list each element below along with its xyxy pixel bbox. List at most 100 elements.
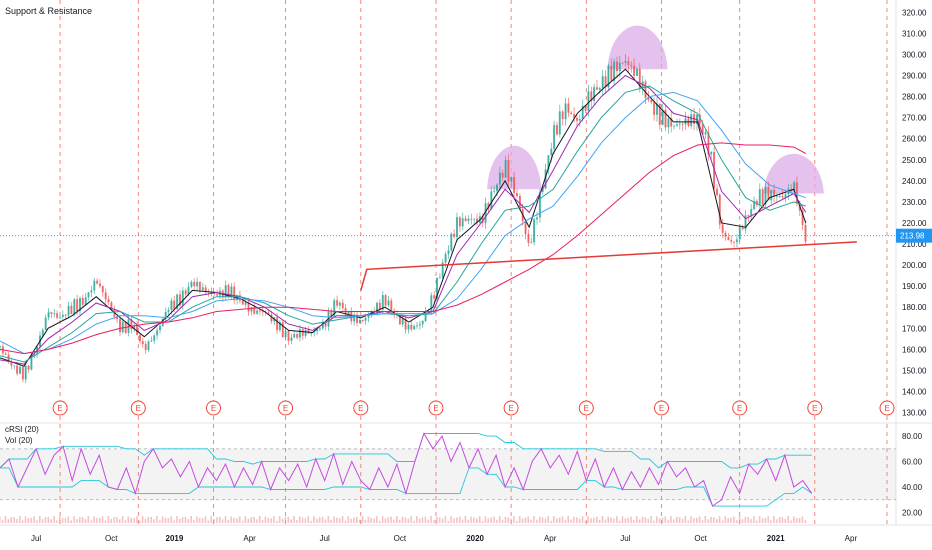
earnings-marker[interactable] xyxy=(428,400,444,416)
candle-body xyxy=(107,299,110,303)
candle-body xyxy=(601,76,604,89)
volume-bar xyxy=(593,517,595,523)
volume-bar xyxy=(156,516,158,523)
volume-bar xyxy=(670,516,672,523)
candle-body xyxy=(493,190,496,192)
earnings-marker[interactable] xyxy=(52,400,68,416)
candle-body xyxy=(378,302,381,310)
volume-bar xyxy=(513,516,515,523)
candle-body xyxy=(310,332,313,334)
candle-body xyxy=(4,353,7,355)
volume-bar xyxy=(113,517,115,523)
candle-body xyxy=(436,277,438,299)
candle-body xyxy=(484,203,487,223)
candle-body xyxy=(507,160,510,182)
earnings-marker[interactable] xyxy=(278,400,294,416)
volume-bar xyxy=(755,520,758,523)
candle-body xyxy=(541,188,544,193)
candle-body xyxy=(278,322,281,331)
volume-bar xyxy=(601,516,604,523)
moving-average-line xyxy=(0,85,806,363)
candle-body xyxy=(173,300,176,310)
volume-bar xyxy=(467,519,469,523)
price-tick-label: 290.00 xyxy=(902,72,927,81)
crsi-legend[interactable]: cRSI (20) xyxy=(5,425,39,434)
volume-bar xyxy=(273,516,275,523)
earnings-marker[interactable] xyxy=(654,400,669,416)
candle-body xyxy=(244,302,247,305)
earnings-marker[interactable] xyxy=(879,400,895,416)
candle-body xyxy=(290,337,293,341)
candle-body xyxy=(556,125,558,135)
volume-bar xyxy=(561,516,564,523)
rsi-tick-label: 80.00 xyxy=(902,432,923,441)
volume-bar xyxy=(218,516,221,523)
candle-body xyxy=(558,111,561,135)
volume-bar xyxy=(276,520,278,523)
volume-bar xyxy=(87,516,90,523)
volume-legend[interactable]: Vol (20) xyxy=(5,436,33,445)
time-tick-label: Jul xyxy=(620,534,630,543)
rsi-tick-label: 40.00 xyxy=(902,483,923,492)
volume-bar xyxy=(224,516,227,523)
candle-body xyxy=(550,148,553,156)
volume-bar xyxy=(104,520,107,523)
support-trendline[interactable] xyxy=(360,241,857,291)
indicator-title[interactable]: Support & Resistance xyxy=(5,6,92,16)
earnings-marker-label: E xyxy=(584,404,589,413)
volume-bar xyxy=(684,516,687,523)
volume-bar xyxy=(787,516,789,523)
earnings-marker[interactable] xyxy=(353,400,369,416)
candle-body xyxy=(636,68,638,76)
candle-body xyxy=(593,87,596,101)
price-tick-label: 180.00 xyxy=(902,303,927,312)
candle-body xyxy=(707,132,710,155)
candle-body xyxy=(164,312,167,319)
time-tick-label: Jul xyxy=(320,534,330,543)
time-tick-label: Apr xyxy=(845,534,858,543)
earnings-marker-label: E xyxy=(659,404,664,413)
volume-bar xyxy=(753,516,755,523)
candle-body xyxy=(724,232,727,237)
earnings-marker[interactable] xyxy=(578,400,594,416)
volume-bar xyxy=(161,516,164,523)
candle-body xyxy=(87,292,90,298)
candle-body xyxy=(613,61,616,81)
volume-bar xyxy=(233,517,235,523)
candle-body xyxy=(287,331,290,341)
price-tick-label: 280.00 xyxy=(902,93,927,102)
volume-bar xyxy=(418,518,421,523)
volume-bar xyxy=(453,518,455,523)
support-line-layer[interactable] xyxy=(360,241,857,291)
volume-bar xyxy=(270,518,272,523)
candle-body xyxy=(710,152,713,155)
volume-bar xyxy=(741,519,744,523)
candle-body xyxy=(27,365,30,370)
candle-body xyxy=(113,310,116,317)
candle-body xyxy=(544,169,547,189)
volume-bar xyxy=(261,520,264,523)
candle-body xyxy=(518,196,521,210)
candle-body xyxy=(256,310,259,314)
earnings-marker[interactable] xyxy=(807,400,823,416)
earnings-marker[interactable] xyxy=(206,400,221,416)
earnings-marker[interactable] xyxy=(503,400,519,416)
candle-body xyxy=(238,295,241,301)
volume-bar xyxy=(190,516,192,523)
volume-bar xyxy=(64,518,67,523)
earnings-marker[interactable] xyxy=(732,400,748,416)
candle-body xyxy=(181,290,184,306)
earnings-marker[interactable] xyxy=(130,400,146,416)
volume-bar xyxy=(447,521,450,523)
chart-grid xyxy=(0,0,932,526)
volume-bar xyxy=(287,516,290,523)
rsi-tick-label: 20.00 xyxy=(902,509,923,518)
volume-bar xyxy=(678,517,681,523)
volume-bar xyxy=(253,516,255,523)
volume-bar xyxy=(76,519,78,523)
volume-bar xyxy=(644,517,647,523)
candle-body xyxy=(64,314,67,316)
candle-body xyxy=(139,334,141,342)
